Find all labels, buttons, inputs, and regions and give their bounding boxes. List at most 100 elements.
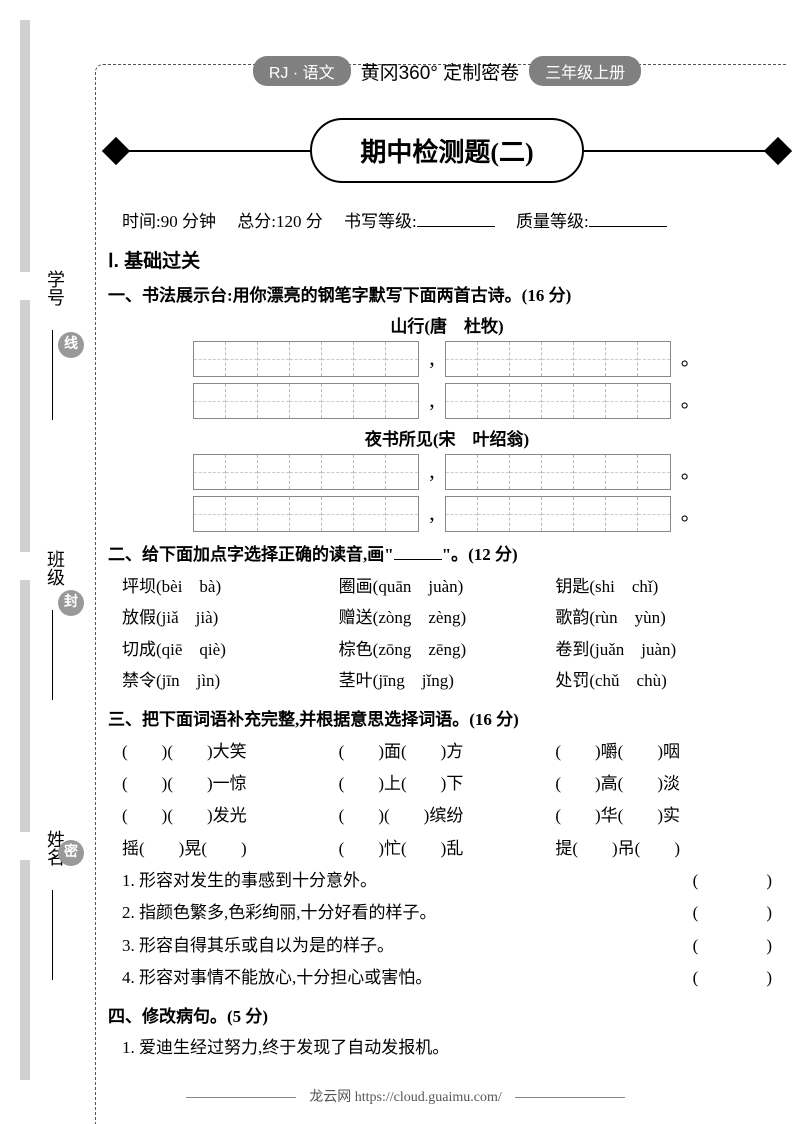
q3-cell[interactable]: ( )华( )实 — [555, 800, 772, 832]
q3-cell[interactable]: ( )( )大笑 — [122, 736, 339, 768]
q3-cell[interactable]: ( )( )缤纷 — [339, 800, 556, 832]
title-rule — [124, 150, 310, 152]
q2-title: 二、给下面加点字选择正确的读音,画""。(12 分) — [108, 540, 786, 565]
q2-cell[interactable]: 处罚(chǔ chù) — [555, 665, 772, 696]
q2-row: 放假(jiǎ jià) 赠送(zòng zèng) 歌韵(rùn yùn) — [122, 602, 772, 633]
q2-cell[interactable]: 禁令(jīn jìn) — [122, 665, 339, 696]
footer-rule — [515, 1097, 625, 1098]
q3-row: 摇( )晃( ) ( )忙( )乱 提( )吊( ) — [122, 833, 772, 865]
pill-subject: RJ · 语文 — [253, 56, 351, 86]
q1-title: 一、书法展示台:用你漂亮的钢笔字默写下面两首古诗。(16 分) — [108, 281, 786, 306]
q4-title: 四、修改病句。(5 分) — [108, 1002, 786, 1027]
label-line — [52, 890, 53, 980]
grid-row[interactable]: , 。 — [108, 341, 786, 377]
time-value: 90 分钟 — [161, 212, 216, 231]
q2-cell[interactable]: 卷到(juǎn juàn) — [555, 634, 772, 665]
seal-badge-feng: 封 — [58, 590, 84, 616]
char-grid[interactable] — [445, 383, 671, 419]
q2-cell[interactable]: 坪坝(bèi bà) — [122, 571, 339, 602]
footer-text: 龙云网 https://cloud.guaimu.com/ — [309, 1090, 502, 1105]
footer-rule — [186, 1097, 296, 1098]
grid-row[interactable]: , 。 — [108, 383, 786, 419]
q3-cell[interactable]: ( )面( )方 — [339, 736, 556, 768]
q2-cell[interactable]: 放假(jiǎ jià) — [122, 602, 339, 633]
label-student-id: 学号 — [42, 270, 68, 306]
answer-paren[interactable]: ( ) — [693, 897, 772, 929]
q3-cell[interactable]: ( )忙( )乱 — [339, 833, 556, 865]
grid-row[interactable]: , 。 — [108, 496, 786, 532]
label-line — [52, 330, 53, 420]
page-footer: 龙云网 https://cloud.guaimu.com/ — [0, 1086, 811, 1106]
q2-cell[interactable]: 钥匙(shi chǐ) — [555, 571, 772, 602]
q2-cell[interactable]: 歌韵(rùn yùn) — [555, 602, 772, 633]
q3-cell[interactable]: ( )嚼( )咽 — [555, 736, 772, 768]
char-grid[interactable] — [193, 341, 419, 377]
page-title: 期中检测题(二) — [310, 118, 583, 183]
write-grade-blank[interactable] — [417, 211, 495, 227]
q3-meaning: 2. 指颜色繁多,色彩绚丽,十分好看的样子。( ) — [122, 897, 772, 929]
q3-row: ( )( )一惊 ( )上( )下 ( )高( )淡 — [122, 768, 772, 800]
label-line — [52, 610, 53, 700]
answer-paren[interactable]: ( ) — [693, 962, 772, 994]
sidebar-gray-block — [20, 20, 30, 272]
binding-labels: 学号 班级 姓名 — [42, 0, 72, 1122]
q3-cell[interactable]: ( )上( )下 — [339, 768, 556, 800]
sidebar-gray-block — [20, 300, 30, 552]
q2-cell[interactable]: 棕色(zōng zēng) — [339, 634, 556, 665]
q3-cell[interactable]: ( )高( )淡 — [555, 768, 772, 800]
q3-meaning: 3. 形容自得其乐或自以为是的样子。( ) — [122, 930, 772, 962]
title-wrap: 期中检测题(二) — [108, 118, 786, 183]
pill-grade: 三年级上册 — [529, 56, 641, 86]
period: 。 — [677, 497, 701, 532]
seal-badge-mi: 密 — [58, 840, 84, 866]
score-value: 120 分 — [276, 212, 323, 231]
q2-row: 禁令(jīn jìn) 茎叶(jīng jǐng) 处罚(chǔ chù) — [122, 665, 772, 696]
period: 。 — [677, 342, 701, 377]
title-rule — [584, 150, 770, 152]
page-content: RJ · 语文 黄冈360° 定制密卷 三年级上册 期中检测题(二) 时间:90… — [108, 0, 786, 1058]
char-grid[interactable] — [193, 383, 419, 419]
q3-cell[interactable]: ( )( )发光 — [122, 800, 339, 832]
q3-row: ( )( )大笑 ( )面( )方 ( )嚼( )咽 — [122, 736, 772, 768]
char-grid[interactable] — [445, 341, 671, 377]
char-grid[interactable] — [445, 454, 671, 490]
poem2-title: 夜书所见(宋 叶绍翁) — [108, 425, 786, 450]
char-grid[interactable] — [445, 496, 671, 532]
quality-grade-blank[interactable] — [589, 211, 667, 227]
write-grade-label: 书写等级: — [344, 212, 417, 231]
answer-paren[interactable]: ( ) — [693, 865, 772, 897]
q2-body: 坪坝(bèi bà) 圈画(quān juàn) 钥匙(shi chǐ) 放假(… — [122, 571, 772, 697]
comma: , — [425, 458, 439, 490]
section-1-head: Ⅰ. 基础过关 — [108, 246, 772, 273]
char-grid[interactable] — [193, 454, 419, 490]
label-class: 班级 — [42, 550, 68, 586]
seal-badge-xian: 线 — [58, 332, 84, 358]
header-row: RJ · 语文 黄冈360° 定制密卷 三年级上册 — [108, 56, 786, 86]
q3-body: ( )( )大笑 ( )面( )方 ( )嚼( )咽 ( )( )一惊 ( )上… — [122, 736, 772, 865]
q2-cell[interactable]: 赠送(zòng zèng) — [339, 602, 556, 633]
q3-meaning: 1. 形容对发生的事感到十分意外。( ) — [122, 865, 772, 897]
period: 。 — [677, 455, 701, 490]
diamond-icon — [764, 136, 792, 164]
q2-cell[interactable]: 切成(qiē qiè) — [122, 634, 339, 665]
q2-cell[interactable]: 圈画(quān juàn) — [339, 571, 556, 602]
q3-row: ( )( )发光 ( )( )缤纷 ( )华( )实 — [122, 800, 772, 832]
q2-cell[interactable]: 茎叶(jīng jǐng) — [339, 665, 556, 696]
poem1-title: 山行(唐 杜牧) — [108, 312, 786, 337]
q2-row: 切成(qiē qiè) 棕色(zōng zēng) 卷到(juǎn juàn) — [122, 634, 772, 665]
q2-row: 坪坝(bèi bà) 圈画(quān juàn) 钥匙(shi chǐ) — [122, 571, 772, 602]
q3-cell[interactable]: 摇( )晃( ) — [122, 833, 339, 865]
quality-grade-label: 质量等级: — [516, 212, 589, 231]
grid-row[interactable]: , 。 — [108, 454, 786, 490]
meta-line: 时间:90 分钟 总分:120 分 书写等级: 质量等级: — [122, 207, 772, 232]
sidebar-gray-block — [20, 580, 30, 832]
score-label: 总分: — [237, 212, 276, 231]
comma: , — [425, 387, 439, 419]
answer-paren[interactable]: ( ) — [693, 930, 772, 962]
time-label: 时间: — [122, 212, 161, 231]
q3-cell[interactable]: ( )( )一惊 — [122, 768, 339, 800]
q3-cell[interactable]: 提( )吊( ) — [555, 833, 772, 865]
header-series: 黄冈360° 定制密卷 — [361, 58, 520, 85]
comma: , — [425, 500, 439, 532]
char-grid[interactable] — [193, 496, 419, 532]
